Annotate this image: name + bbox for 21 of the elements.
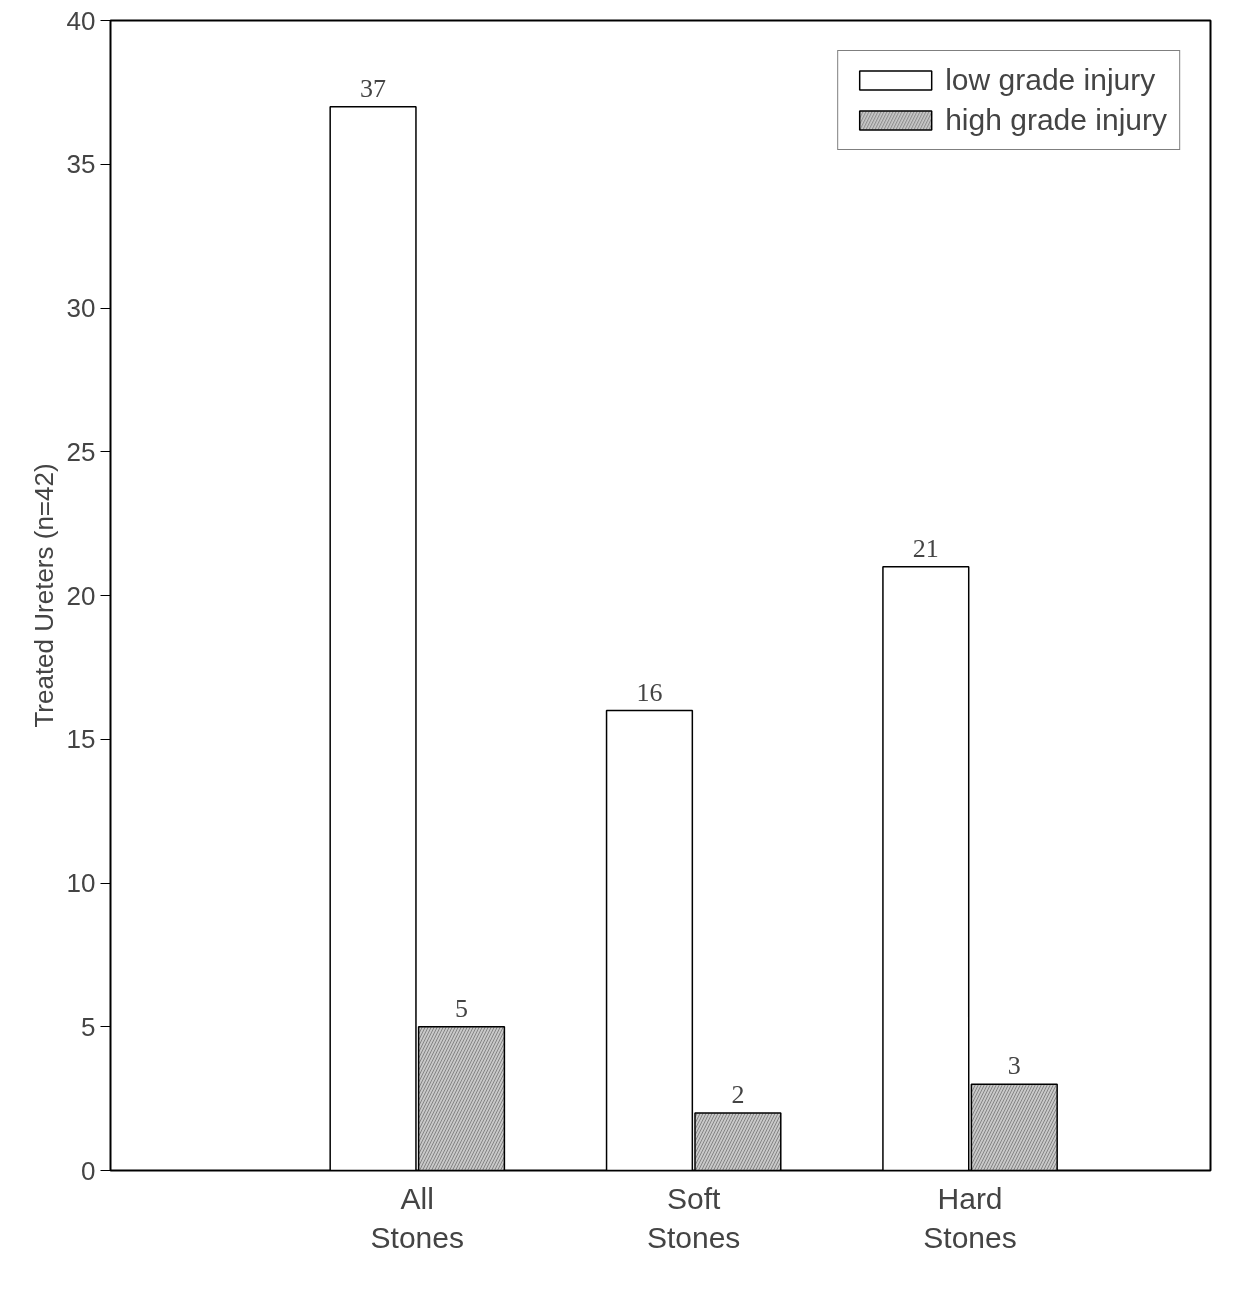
data-label: 37	[360, 73, 387, 103]
y-tick-label: 20	[66, 580, 96, 611]
x-tick-label: Hard Stones	[923, 1181, 1017, 1255]
data-label: 2	[731, 1080, 745, 1109]
y-tick-label: 35	[66, 149, 96, 180]
y-tick-label: 30	[66, 293, 96, 323]
y-tick-label: 10	[66, 868, 96, 898]
y-tick-label: 15	[66, 724, 96, 755]
y-tick-label: 25	[66, 436, 96, 467]
x-tick-label: Soft Stones	[646, 1181, 741, 1255]
legend-label: high grade injury	[945, 103, 1167, 137]
data-label: 21	[912, 533, 939, 563]
y-tick-label: 40	[66, 5, 96, 36]
y-tick-label: 0	[81, 1155, 96, 1186]
data-label: 5	[455, 993, 469, 1023]
y-tick-label: 5	[81, 1011, 96, 1042]
y-axis-title: Treated Ureters (n=42)	[28, 463, 59, 728]
data-label: 16	[636, 677, 663, 707]
data-label: 3	[1007, 1051, 1021, 1081]
legend-label: low grade injury	[945, 63, 1156, 97]
x-tick-label: All Stones	[370, 1181, 464, 1255]
